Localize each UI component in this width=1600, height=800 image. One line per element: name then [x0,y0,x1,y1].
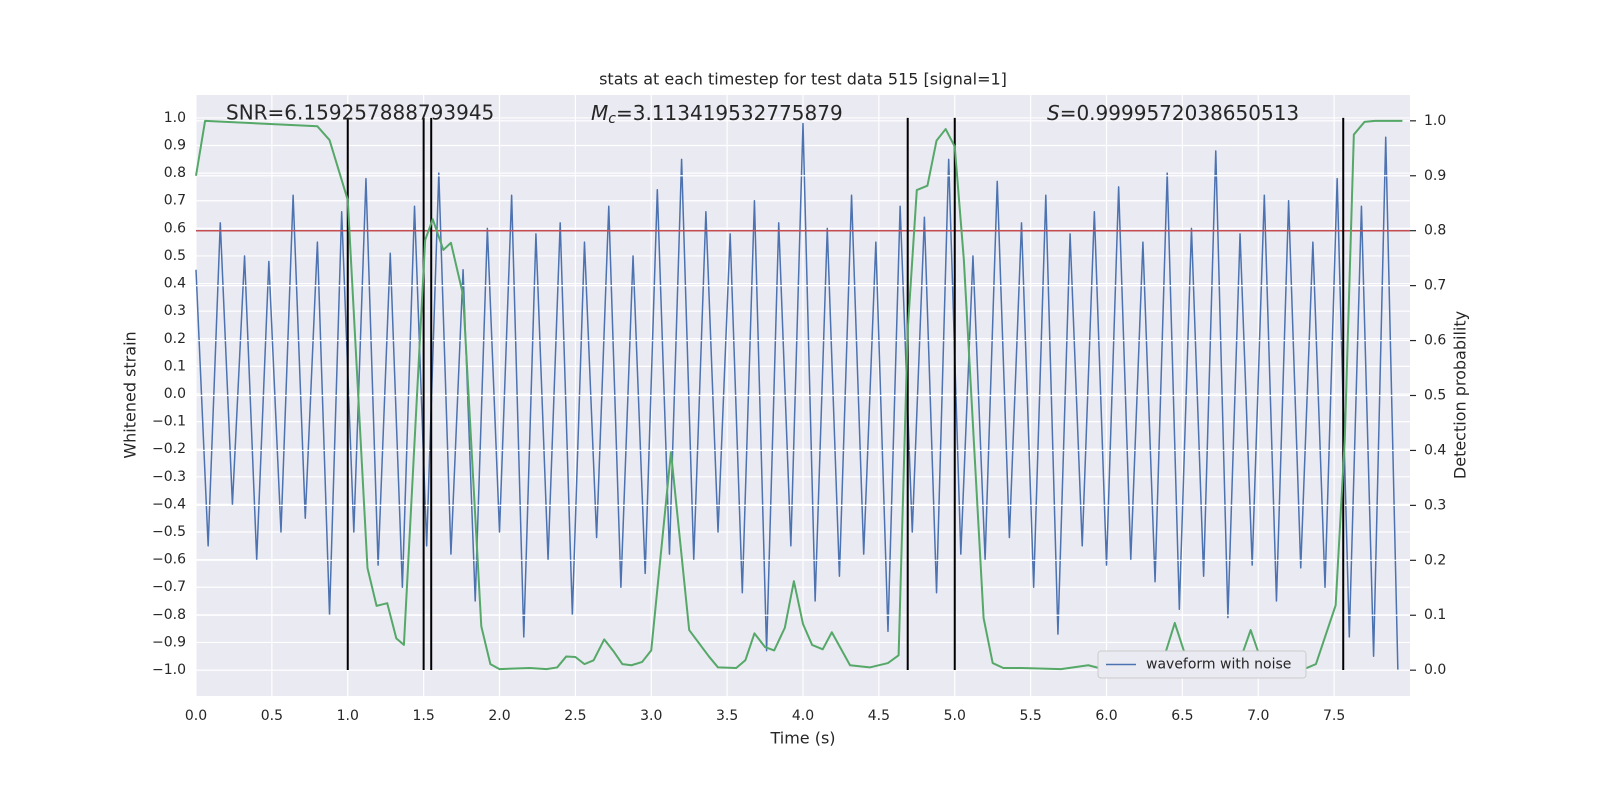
x-tick-label: 3.0 [640,708,662,724]
y2-tick-label: 0.9 [1424,168,1446,184]
x-tick-label: 7.5 [1323,708,1345,724]
y-tick-label: 0.9 [164,138,186,154]
x-tick-label: 4.5 [868,708,890,724]
y-tick-label: 0.6 [164,220,186,236]
legend-label: waveform with noise [1146,657,1291,673]
annotation-text: =3.113419532775879 [616,101,843,125]
annotation: S=0.9999572038650513 [1047,101,1299,125]
x-tick-label: 7.0 [1247,708,1269,724]
y-tick-label: −0.8 [152,607,186,623]
annotation-symbol: S [1047,101,1060,125]
y-tick-label: −0.7 [152,579,186,595]
legend-box [1097,650,1307,679]
y-axis-label: Whitened strain [121,331,140,458]
x-axis-label: Time (s) [769,729,835,748]
annotation: Mc=3.113419532775879 [591,101,843,128]
y2-axis-label: Detection probability [1451,311,1470,479]
y2-tick-label: 0.2 [1424,552,1446,568]
chart-title: stats at each timestep for test data 515… [599,70,1007,89]
y-tick-label: 0.1 [164,358,186,374]
x-tick-label: 6.5 [1171,708,1193,724]
x-tick-label: 0.5 [261,708,283,724]
y-tick-label: 1.0 [164,110,186,126]
y-tick-label: 0.2 [164,331,186,347]
annotation-text: =0.9999572038650513 [1060,101,1299,125]
annotation-symbol: M [591,101,608,125]
y-tick-label: −0.6 [152,552,186,568]
y-tick-label: −0.2 [152,441,186,457]
x-tick-label: 3.5 [716,708,738,724]
x-tick-label: 6.0 [1095,708,1117,724]
y2-tick-label: 0.6 [1424,333,1446,349]
y-tick-label: −0.1 [152,414,186,430]
y-tick-label: 0.8 [164,165,186,181]
y2-tick-label: 1.0 [1424,113,1446,129]
legend: waveform with noise [1097,650,1307,679]
y-tick-label: 0.5 [164,248,186,264]
annotation-subscript: c [608,111,616,127]
y-tick-label: −0.9 [152,634,186,650]
y2-tick-label: 0.5 [1424,388,1446,404]
annotation: SNR=6.159257888793945 [226,101,494,125]
y2-tick-label: 0.4 [1424,442,1446,458]
x-tick-label: 5.5 [1019,708,1041,724]
y-tick-label: −0.5 [152,524,186,540]
y-tick-label: −0.3 [152,469,186,485]
y2-tick-label: 0.3 [1424,497,1446,513]
y-tick-label: −0.4 [152,496,186,512]
y-tick-label: 0.3 [164,303,186,319]
x-tick-label: 4.0 [792,708,814,724]
y2-tick-label: 0.8 [1424,223,1446,239]
y-tick-label: 0.7 [164,193,186,209]
x-tick-label: 1.5 [412,708,434,724]
y2-tick-label: 0.0 [1424,662,1446,678]
y-tick-label: −1.0 [152,662,186,678]
y2-tick-label: 0.7 [1424,278,1446,294]
x-tick-label: 5.0 [944,708,966,724]
x-tick-label: 2.0 [488,708,510,724]
y2-tick-label: 0.1 [1424,607,1446,623]
y-tick-label: 0.4 [164,276,186,292]
series-line [195,122,1399,671]
y-tick-label: 0.0 [164,386,186,402]
x-tick-label: 1.0 [337,708,359,724]
x-tick-label: 0.0 [185,708,207,724]
x-tick-label: 2.5 [564,708,586,724]
